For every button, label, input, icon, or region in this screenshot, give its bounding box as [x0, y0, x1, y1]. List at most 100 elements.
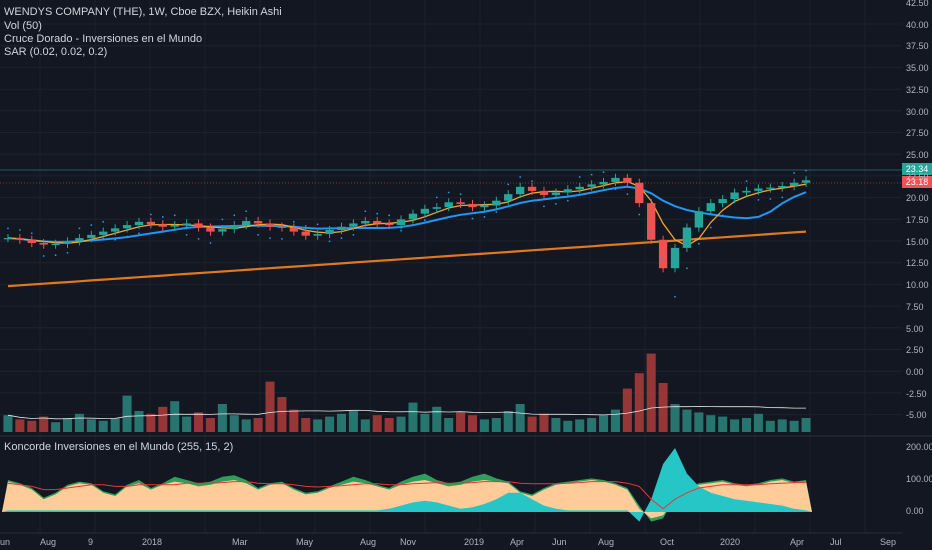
volume-bar	[170, 401, 180, 432]
sar-dot	[721, 214, 724, 217]
oscillator-axis-tick: 200.00	[906, 442, 932, 452]
candle-body	[778, 186, 787, 188]
oscillator-axis-tick: 0.00	[906, 506, 924, 516]
sar-dot	[102, 220, 105, 223]
oscillator-axis-tick: 100.00	[906, 474, 932, 484]
volume-bar	[646, 353, 656, 432]
volume-bar	[575, 419, 585, 432]
volume-bar	[265, 381, 275, 432]
volume-bar	[241, 419, 251, 432]
sar-dot	[447, 191, 450, 194]
candle-body	[456, 202, 465, 204]
candle-body	[218, 229, 227, 232]
indicator-sar[interactable]: SAR (0.02, 0.02, 0.2)	[4, 46, 108, 58]
candle-body	[63, 241, 72, 244]
sar-dot	[328, 240, 331, 243]
sar-dot	[376, 212, 379, 215]
volume-bar	[408, 402, 418, 432]
volume-bar	[301, 418, 311, 432]
candle-body	[432, 207, 441, 209]
time-axis-tick: Aug	[598, 537, 615, 547]
sar-dot	[793, 172, 796, 174]
symbol-title[interactable]: WENDYS COMPANY (THE), 1W, Cboe BZX, Heik…	[4, 6, 282, 18]
volume-bar	[3, 415, 13, 432]
candle-body	[587, 184, 596, 187]
volume-bar	[563, 420, 573, 432]
price-axis-tick: 10.00	[906, 280, 929, 291]
candle-body	[766, 187, 775, 189]
sar-dot	[197, 238, 200, 240]
volume-bar	[98, 420, 108, 432]
sar-dot	[185, 233, 188, 236]
volume-bar	[158, 406, 168, 432]
cyan-area	[2, 448, 812, 522]
volume-bar	[801, 418, 811, 432]
red-line	[7, 481, 806, 510]
volume-bar	[336, 413, 347, 432]
candle-body	[51, 243, 60, 246]
candle-body	[658, 239, 668, 269]
time-axis-tick: 2018	[142, 537, 163, 547]
volume-bar	[146, 413, 156, 432]
time-axis-tick: Jun	[552, 537, 567, 547]
time-axis-tick: Jul	[830, 537, 842, 547]
indicator-golden-cross[interactable]: Cruce Dorado - Inversiones en el Mundo	[4, 33, 203, 45]
volume-bar	[670, 404, 680, 432]
candle-body	[253, 221, 263, 224]
price-pane[interactable]	[3, 169, 811, 432]
candle-body	[718, 199, 727, 204]
volume-bar	[217, 404, 227, 432]
candle-body	[599, 181, 608, 185]
price-axis-tick: 5.00	[906, 323, 924, 334]
ma-short-line	[7, 181, 807, 247]
candle-body	[194, 223, 203, 228]
ma-long-line	[7, 230, 807, 288]
sar-dot	[686, 267, 688, 270]
volume-bar	[765, 420, 775, 432]
sar-dot	[42, 255, 45, 257]
sar-dot	[543, 205, 545, 208]
volume-bar	[15, 419, 25, 432]
sar-dot	[352, 233, 355, 236]
volume-bar	[527, 416, 537, 432]
volume-bar	[777, 419, 787, 432]
candle-body	[384, 223, 394, 226]
indicator-volume[interactable]: Vol (50)	[4, 20, 42, 32]
sar-dot	[281, 238, 283, 240]
sar-dot	[769, 198, 772, 200]
candle-body	[337, 226, 346, 230]
sar-dot	[18, 229, 21, 231]
candle-body	[635, 182, 644, 204]
sar-dot	[507, 183, 510, 186]
ma-mid-line	[7, 185, 807, 243]
sar-dot	[30, 232, 33, 235]
candle-body	[396, 219, 406, 226]
price-axis-tick: -2.50	[906, 388, 927, 399]
volume-bar	[348, 411, 358, 432]
sar-dot	[149, 213, 152, 216]
volume-bar	[277, 397, 287, 432]
time-axis-tick: 2020	[720, 537, 741, 547]
sar-dot	[554, 203, 557, 205]
sar-dot	[138, 232, 140, 235]
price-axis-tick: 17.50	[906, 215, 929, 225]
sar-dot	[66, 251, 69, 254]
candle-body	[730, 192, 739, 200]
sar-dot	[602, 171, 605, 174]
volume-bar	[27, 420, 37, 432]
price-axis-tick: 42.50	[906, 0, 929, 8]
volume-bar	[539, 413, 549, 432]
volume-bar	[622, 388, 632, 432]
volume-bar	[229, 415, 239, 432]
time-axis-tick: Nov	[400, 537, 417, 547]
sar-dot	[173, 214, 176, 217]
volume-bar	[313, 419, 323, 432]
volume-bar	[372, 415, 382, 432]
oscillator-title[interactable]: Koncorde Inversiones en el Mundo (255, 1…	[4, 441, 234, 453]
candle-body	[623, 177, 632, 183]
price-axis-tick: -5.00	[906, 410, 927, 421]
candle-body	[563, 189, 572, 193]
oscillator-pane[interactable]	[2, 448, 812, 522]
